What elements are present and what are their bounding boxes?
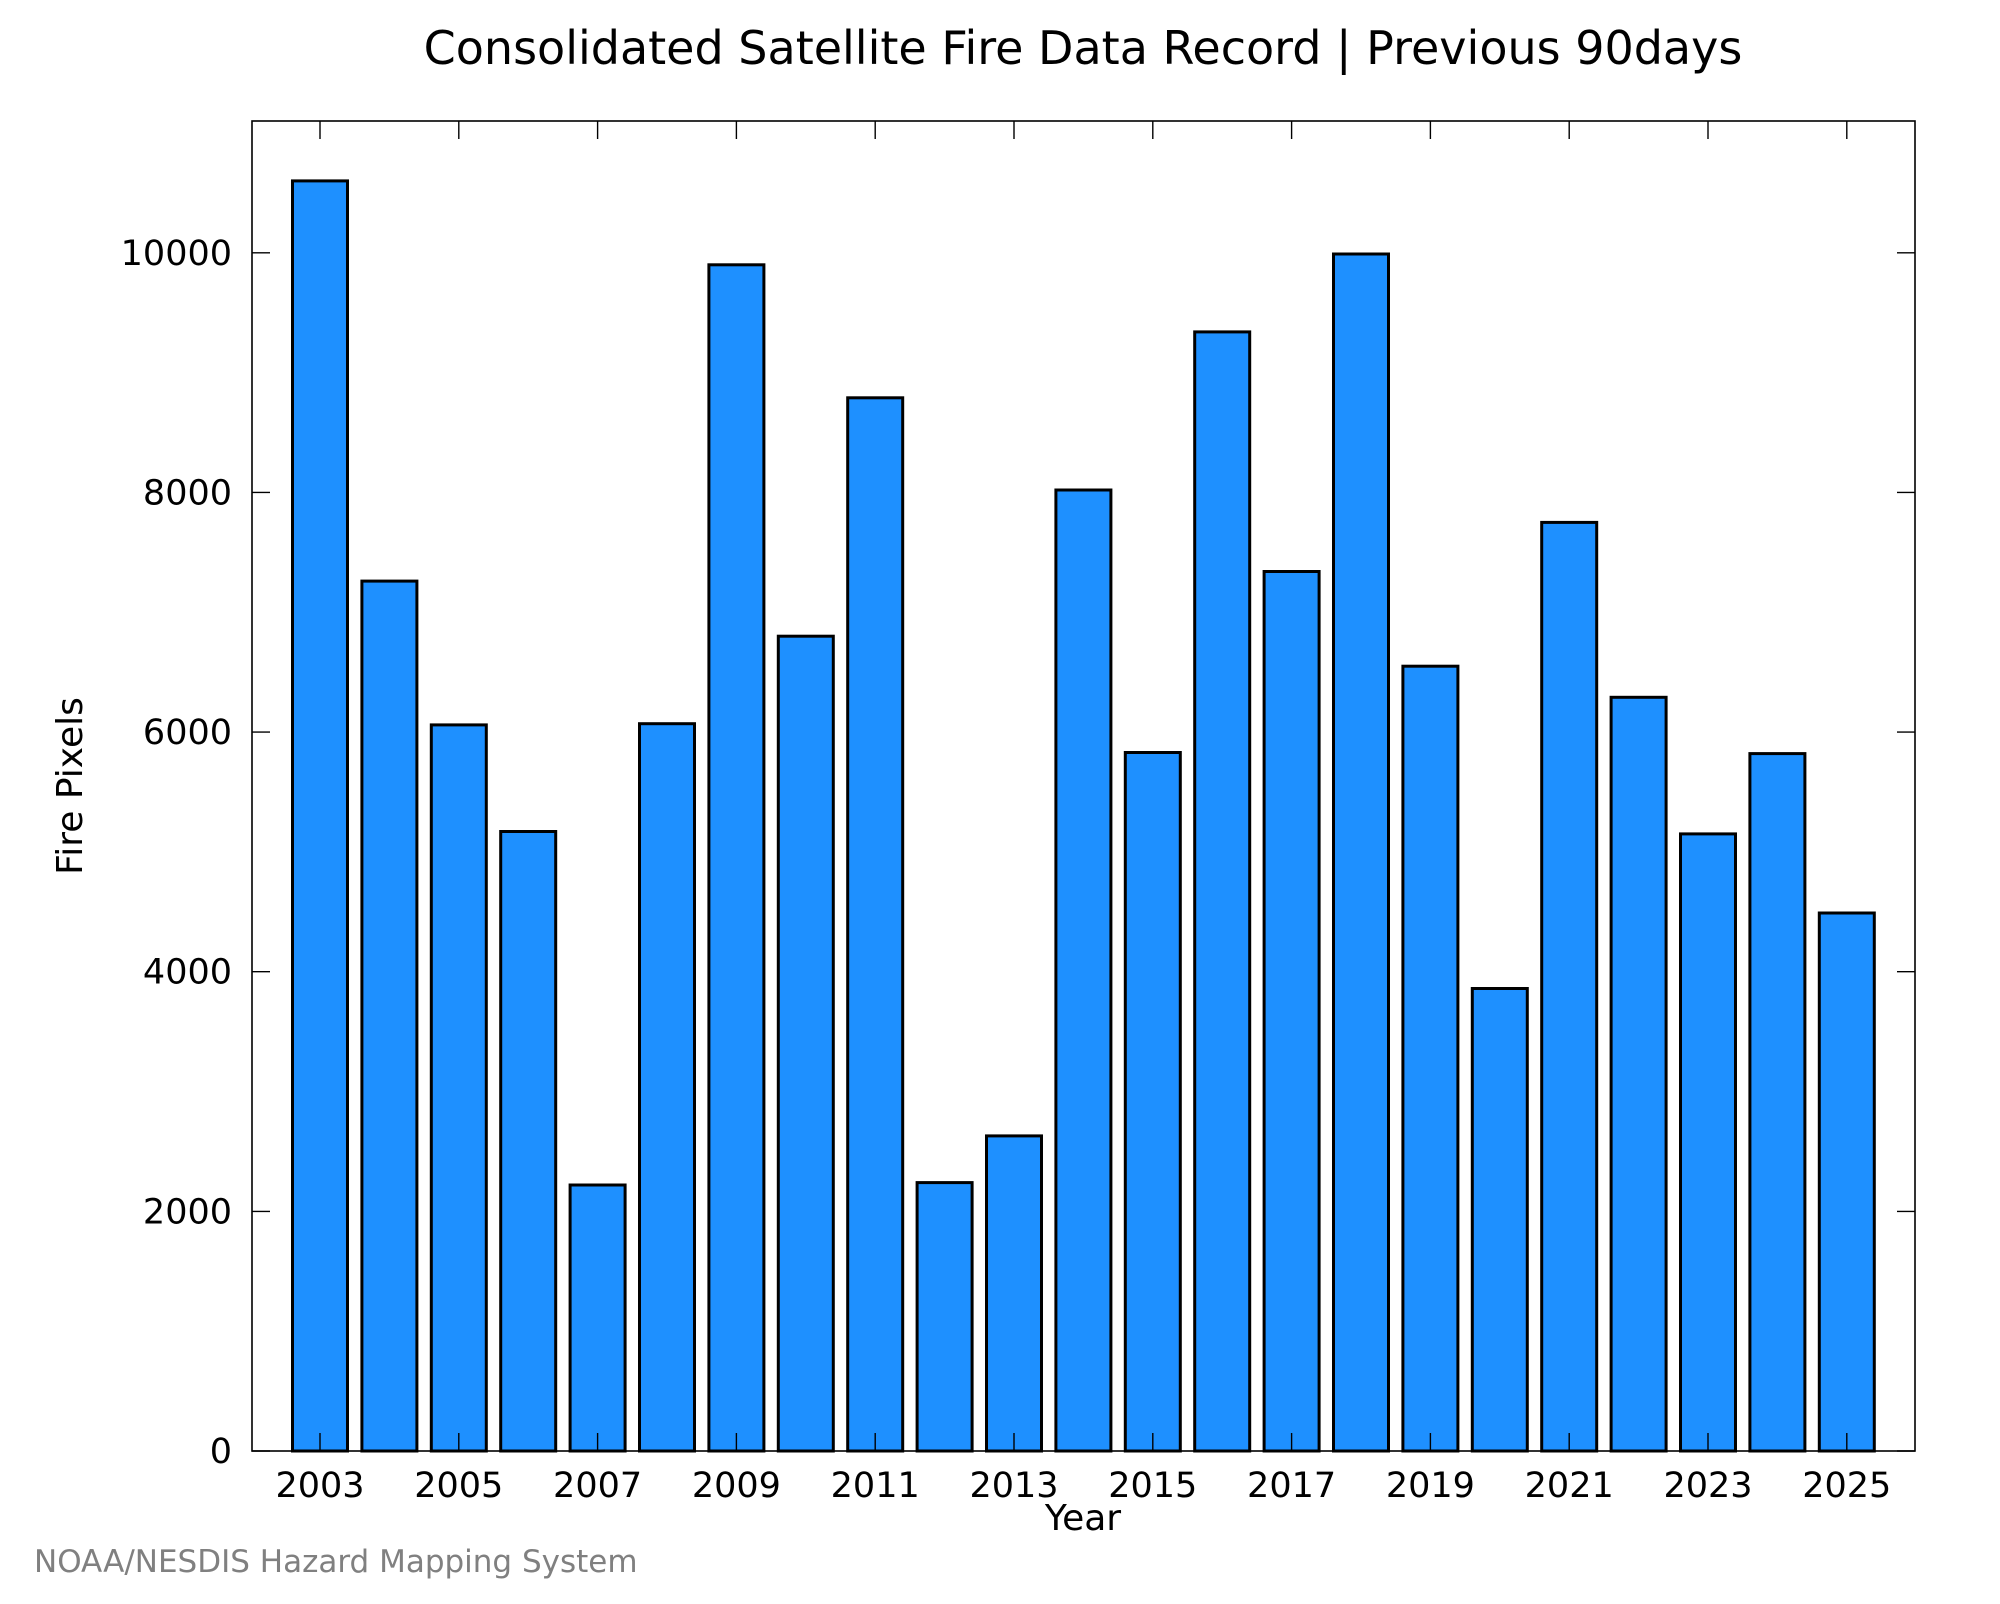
bar-2004 <box>360 579 419 1453</box>
bar-2014 <box>1054 488 1113 1453</box>
y-tick-label-6000: 6000 <box>143 713 232 753</box>
bar-2009 <box>707 263 766 1453</box>
bar-2016 <box>1193 330 1252 1453</box>
y-tick-label-2000: 2000 <box>143 1192 232 1232</box>
bar-2023 <box>1679 832 1737 1453</box>
bar-2007 <box>568 1183 627 1453</box>
credit-text: NOAA/NESDIS Hazard Mapping System <box>34 1544 638 1580</box>
y-tick-label-8000: 8000 <box>143 473 232 513</box>
x-tick-label-2023: 2023 <box>1663 1466 1752 1506</box>
x-tick-label-2011: 2011 <box>831 1466 920 1506</box>
x-tick-label-2021: 2021 <box>1525 1466 1614 1506</box>
x-tick-label-2015: 2015 <box>1108 1466 1197 1506</box>
y-axis: 0 2000 4000 6000 8000 10000 <box>121 234 1915 1472</box>
x-tick-label-2003: 2003 <box>275 1466 364 1506</box>
bar-2018 <box>1332 252 1390 1453</box>
y-tick-label-10000: 10000 <box>121 234 232 274</box>
y-tick-label-0: 0 <box>210 1432 232 1472</box>
bar-2019 <box>1401 664 1460 1453</box>
bar-2003 <box>291 179 349 1453</box>
bar-2021 <box>1540 520 1599 1453</box>
x-tick-label-2005: 2005 <box>414 1466 503 1506</box>
bar-2011 <box>846 396 905 1453</box>
bars-group <box>291 179 1876 1453</box>
x-tick-label-2025: 2025 <box>1802 1466 1891 1506</box>
bar-2015 <box>1123 751 1182 1453</box>
bar-2022 <box>1609 695 1668 1453</box>
y-axis-label: Fire Pixels <box>50 697 91 875</box>
x-tick-label-2019: 2019 <box>1386 1466 1475 1506</box>
chart-title: Consolidated Satellite Fire Data Record … <box>424 21 1743 76</box>
bar-2017 <box>1262 570 1321 1453</box>
y-tick-label-4000: 4000 <box>143 953 232 993</box>
x-axis: 2003 2005 2007 2009 2011 2013 2015 2017 2019 2021… <box>275 121 1891 1506</box>
bar-2005 <box>429 723 488 1453</box>
bar-2013 <box>985 1134 1043 1453</box>
x-tick-label-2013: 2013 <box>969 1466 1058 1506</box>
bar-2010 <box>776 634 835 1453</box>
x-tick-label-2017: 2017 <box>1247 1466 1336 1506</box>
bar-2024 <box>1748 752 1807 1453</box>
bar-2012 <box>915 1181 974 1453</box>
x-tick-label-2007: 2007 <box>553 1466 642 1506</box>
bar-2025 <box>1817 911 1876 1453</box>
bar-2008 <box>638 722 696 1453</box>
x-tick-label-2009: 2009 <box>692 1466 781 1506</box>
x-axis-label: Year <box>1044 1498 1121 1539</box>
bar-2006 <box>499 830 558 1453</box>
bar-2020 <box>1470 987 1529 1453</box>
